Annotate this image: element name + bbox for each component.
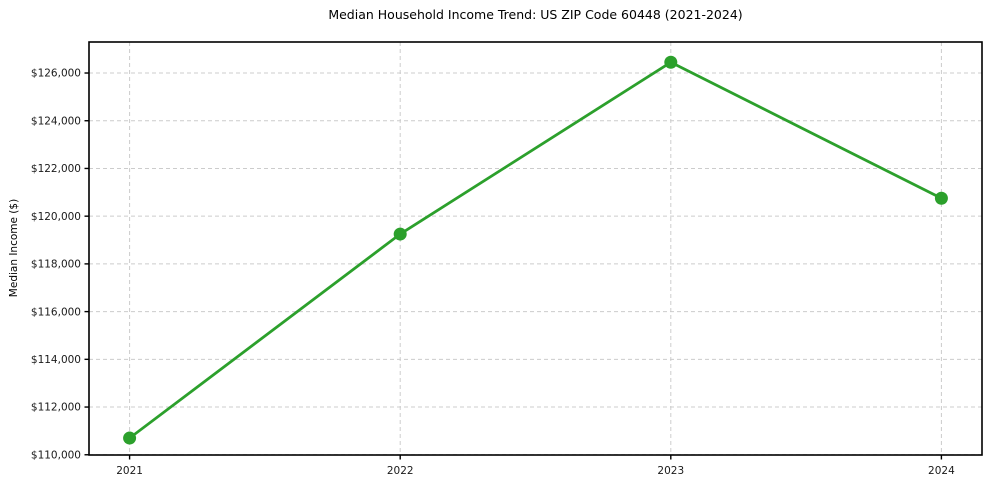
trend-line — [128, 60, 943, 440]
tick-layer: $110,000 $112,000 $114,000 $116,000 $118,000… — [31, 68, 955, 477]
data-point-marker — [123, 431, 137, 445]
data-point-marker — [664, 55, 678, 69]
x-tick-label: 2024 — [928, 465, 955, 477]
y-tick-label: $120,000 — [31, 211, 81, 223]
y-tick-label: $126,000 — [31, 68, 81, 80]
y-tick-label: $124,000 — [31, 115, 81, 127]
data-point-marker — [934, 191, 948, 205]
series-layer — [123, 55, 948, 445]
y-tick-label: $114,000 — [31, 354, 81, 366]
x-tick-label: 2023 — [657, 465, 684, 477]
x-tick-label: 2021 — [116, 465, 143, 477]
grid-layer — [89, 42, 982, 456]
y-tick-label: $110,000 — [31, 449, 81, 461]
y-tick-label: $116,000 — [31, 306, 81, 318]
data-point-marker — [393, 227, 407, 241]
y-tick-label: $112,000 — [31, 402, 81, 414]
y-tick-label: $118,000 — [31, 259, 81, 271]
y-tick-label: $122,000 — [31, 163, 81, 175]
x-tick-label: 2022 — [387, 465, 414, 477]
chart-title: Median Household Income Trend: US ZIP Co… — [328, 7, 743, 22]
plot-border — [88, 41, 983, 456]
